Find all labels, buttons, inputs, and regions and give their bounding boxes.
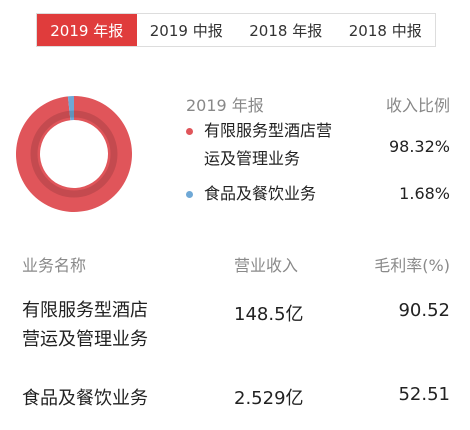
row-food-revenue: 2.529亿 (234, 388, 304, 409)
row-food-name: 食品及餐饮业务 (22, 388, 148, 409)
row-hotel-revenue: 148.5亿 (234, 304, 304, 325)
revenue-donut-chart (15, 96, 132, 212)
legend-item-hotel: 有限服务型酒店营 运及管理业务 98.32% (186, 118, 450, 174)
legend-year-label: 2019 年报 (186, 96, 264, 115)
legend-item-food: 食品及餐饮业务 1.68% (186, 181, 450, 207)
legend-name-food: 食品及餐饮业务 (204, 184, 317, 203)
row-food-margin: 52.51 (398, 384, 450, 405)
row-hotel-name-line2: 营运及管理业务 (22, 329, 148, 350)
tab-2019-annual[interactable]: 2019 年报 (37, 14, 137, 46)
row-hotel-name-line1: 有限服务型酒店 (22, 300, 148, 321)
row-hotel-margin: 90.52 (398, 300, 450, 321)
donut-slice-hotel (15, 96, 132, 212)
donut-inner-shade (30, 110, 118, 198)
tab-2018-interim[interactable]: 2018 中报 (348, 21, 422, 40)
legend-dot-hotel (186, 128, 193, 135)
legend-name-hotel-line1: 有限服务型酒店营 (204, 121, 333, 140)
donut-slice-food (67, 96, 74, 121)
donut-slices (15, 96, 132, 212)
table-header-margin: 毛利率(%) (374, 256, 450, 275)
legend-ratio-header: 收入比例 (385, 96, 450, 115)
table-header-name: 业务名称 (22, 256, 87, 275)
legend-dot-food (186, 191, 193, 198)
tab-2018-annual[interactable]: 2018 年报 (249, 21, 323, 40)
table-header-revenue: 营业收入 (234, 256, 299, 275)
report-period-tabs: 2019 年报 2019 中报 2018 年报 2018 中报 (36, 13, 436, 47)
legend-name-hotel-line2: 运及管理业务 (204, 149, 301, 168)
legend-ratio-food: 1.68% (399, 184, 450, 203)
legend-ratio-hotel: 98.32% (388, 137, 450, 156)
tab-2019-interim[interactable]: 2019 中报 (149, 21, 223, 40)
